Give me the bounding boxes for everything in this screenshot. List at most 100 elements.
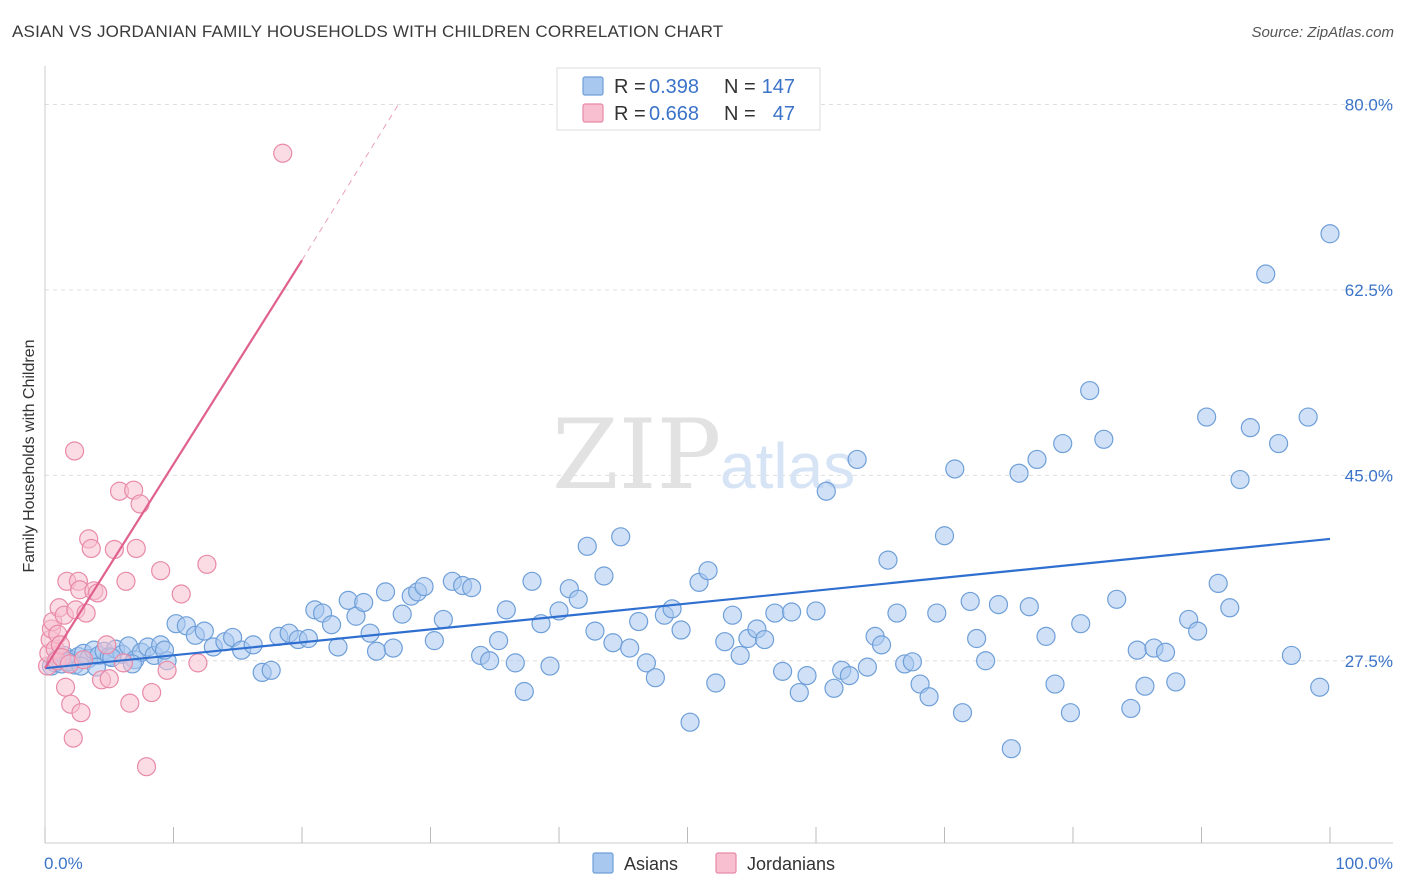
watermark: ZIP atlas [552,399,855,511]
point-asians-62 [505,653,525,673]
y-tick-label-3: 80.0% [1345,95,1393,114]
point-asians-44 [354,592,374,613]
point-asians-99 [824,678,844,698]
point-asians-82 [680,712,700,732]
point-asians-46 [366,641,387,661]
point-asians-63 [514,681,534,702]
point-asians-74 [611,527,631,547]
x-tick-label-0: 0.0% [44,854,83,873]
axes [44,66,1393,844]
point-asians-94 [781,602,802,622]
point-asians-136 [1155,642,1176,662]
point-jordanians-38 [130,494,150,514]
y-tick-labels: 27.5% 45.0% 62.5% 80.0% [1345,95,1393,670]
point-asians-33 [261,660,281,680]
y-tick-label-2: 62.5% [1345,281,1393,300]
point-asians-59 [480,651,500,671]
point-jordanians-37 [126,538,146,559]
point-asians-31 [243,635,263,655]
point-jordanians-43 [171,584,191,604]
point-asians-40 [321,615,342,635]
point-asians-66 [540,656,560,676]
legend-r-value-jordanians: 0.668 [649,103,699,125]
point-jordanians-34 [116,571,136,591]
point-asians-71 [585,621,605,641]
point-asians-111 [919,687,939,707]
point-asians-117 [967,628,987,649]
point-asians-122 [1019,597,1039,617]
point-asians-112 [927,603,947,623]
point-jordanians-41 [151,561,171,581]
point-asians-87 [722,605,743,625]
point-asians-81 [671,620,691,640]
point-asians-141 [1208,573,1228,594]
point-asians-85 [706,673,726,693]
point-asians-91 [754,629,775,650]
gridlines [45,103,1393,662]
point-jordanians-30 [99,669,119,689]
point-asians-133 [1127,640,1147,660]
point-asians-149 [1310,677,1330,697]
point-asians-95 [789,682,809,703]
point-asians-97 [806,601,826,621]
point-asians-78 [645,668,665,688]
point-asians-53 [424,631,444,651]
point-asians-120 [1001,739,1021,759]
y-tick-label-1: 45.0% [1345,466,1393,485]
point-asians-144 [1240,418,1260,438]
point-asians-113 [934,526,955,546]
point-asians-118 [976,651,996,671]
point-asians-96 [797,665,817,686]
point-asians-106 [878,550,898,570]
point-asians-114 [945,459,965,479]
point-asians-130 [1094,429,1114,449]
trendline-extension-jordanians [301,104,399,261]
bottom-legend-swatch-jordanians [715,852,737,874]
point-asians-98 [816,481,836,501]
point-asians-61 [496,600,516,620]
point-asians-145 [1256,264,1276,284]
source-label: Source: ZipAtlas.com [1251,24,1394,41]
point-asians-57 [462,578,482,598]
legend-swatch-jordanians [582,103,604,123]
point-asians-127 [1060,703,1081,723]
point-asians-64 [522,571,542,591]
bottom-legend: Asians Jordanians [592,852,835,874]
point-asians-116 [960,591,980,612]
bottom-legend-swatch-asians [592,852,614,874]
legend-n-label-jordanians: N = [724,103,756,125]
series-jordanians [37,143,293,777]
legend-swatch-asians [582,76,604,96]
trendline-jordanians [44,259,303,669]
point-jordanians-21 [71,703,91,723]
point-asians-124 [1036,626,1056,646]
point-asians-88 [730,645,750,666]
point-asians-45 [360,623,380,643]
point-asians-139 [1188,621,1208,641]
chart-title: ASIAN VS JORDANIAN FAMILY HOUSEHOLDS WIT… [12,22,724,41]
trendlines [44,104,1331,670]
y-tick-label-0: 27.5% [1345,652,1393,671]
point-asians-37 [298,628,319,649]
bottom-legend-label-asians: Asians [624,854,678,874]
point-asians-121 [1009,463,1029,483]
point-asians-41 [328,637,348,657]
point-asians-107 [887,603,907,623]
point-asians-54 [433,609,453,630]
point-asians-72 [594,566,614,586]
point-jordanians-44 [188,653,208,673]
point-jordanians-46 [273,143,293,163]
point-asians-105 [871,635,892,655]
legend-n-value-asians: 147 [762,76,795,98]
point-asians-47 [375,582,396,602]
point-jordanians-33 [113,653,133,673]
x-tick-label-1: 100.0% [1335,854,1393,873]
point-asians-137 [1166,672,1186,692]
point-jordanians-17 [64,441,85,461]
point-asians-84 [698,561,718,581]
point-asians-102 [847,449,867,470]
point-asians-128 [1071,614,1091,634]
point-jordanians-12 [55,677,76,697]
point-asians-93 [772,661,793,681]
point-asians-143 [1230,469,1250,490]
